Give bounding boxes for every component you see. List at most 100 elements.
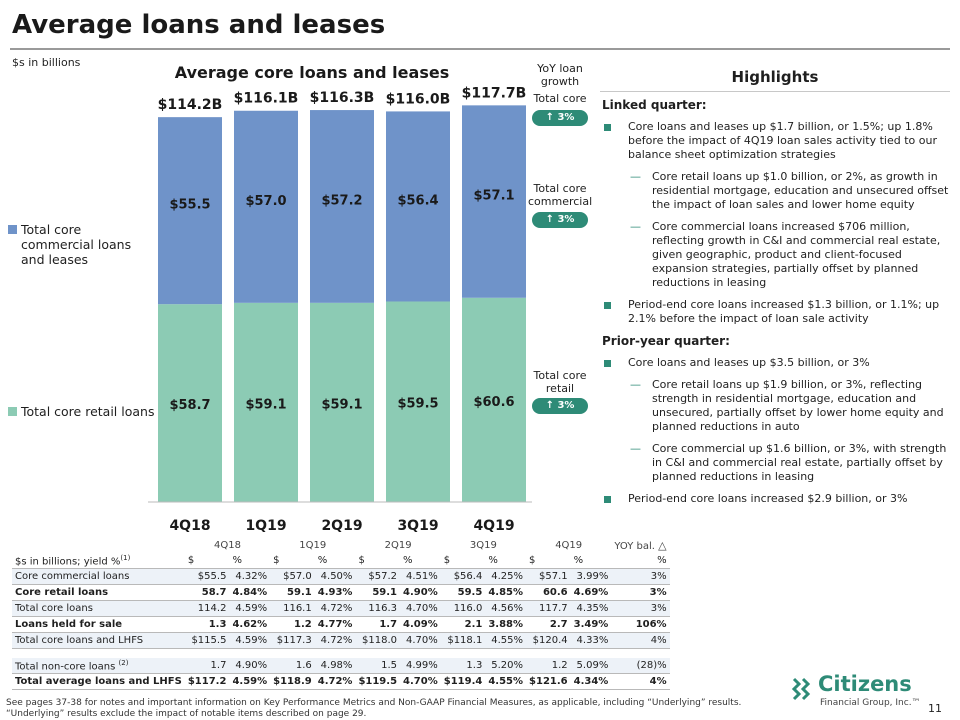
table-cell: 4.55% bbox=[485, 632, 527, 649]
highlights-divider bbox=[600, 91, 950, 92]
table-cell: 4.70% bbox=[400, 600, 441, 617]
table-quarter-header: 1Q19 bbox=[299, 540, 327, 551]
table-cell: 4.70% bbox=[400, 632, 441, 649]
bar-retail-2Q19 bbox=[310, 302, 374, 502]
table-row: Total core loans and LHFS $115.5 4.59% $117… bbox=[12, 632, 670, 649]
table-pct-subheader: % bbox=[488, 555, 498, 566]
table-row-label: Total core loans bbox=[12, 600, 185, 617]
table-body: Core commercial loans $55.5 4.32% $57.0 4.50… bbox=[12, 568, 670, 690]
table-cell: 4.62% bbox=[232, 619, 268, 630]
bar-retail-1Q19 bbox=[234, 302, 298, 502]
table-cell: 4.32% bbox=[229, 568, 271, 585]
table-cell: 4.59% bbox=[229, 632, 271, 649]
table-cell: 1.6 bbox=[270, 658, 315, 674]
table-cell: 4.59% bbox=[232, 676, 268, 687]
table-cell: 60.6 bbox=[542, 587, 568, 598]
table-cell: 4.69% bbox=[573, 587, 609, 598]
sub-bullet-item: — Core retail loans up $1.0 billion, or 2… bbox=[600, 170, 950, 212]
retail-value-label: $59.1 bbox=[245, 397, 286, 412]
table-row-label: Loans held for sale bbox=[15, 619, 123, 630]
dash-icon: — bbox=[630, 442, 641, 455]
table-yoy-cell: 106% bbox=[635, 619, 667, 630]
x-tick-label: 4Q18 bbox=[169, 518, 210, 534]
table-cell: 4.35% bbox=[570, 600, 612, 617]
table-cell: 3.49% bbox=[573, 619, 609, 630]
table-row: Total core loans 114.2 4.59% 116.1 4.72% 116.… bbox=[12, 600, 670, 617]
table-yoy-header: YOY bal. △ bbox=[614, 539, 667, 552]
retail-value-label: $59.5 bbox=[397, 397, 438, 412]
table-cell: 4.99% bbox=[400, 658, 441, 674]
table-cell: $121.6 bbox=[529, 676, 568, 687]
citizens-mark-icon bbox=[791, 677, 811, 701]
table-cell: 4.72% bbox=[314, 632, 356, 649]
yoy-retail-label: Total core retail bbox=[533, 369, 587, 395]
delta-icon: △ bbox=[658, 539, 667, 552]
bar-retail-4Q19 bbox=[462, 297, 526, 502]
table-row-label: Total average loans and LHFS bbox=[15, 676, 182, 687]
bullet-square-icon bbox=[604, 302, 611, 309]
x-tick-label: 4Q19 bbox=[473, 518, 514, 534]
table-cell: $117.3 bbox=[270, 632, 315, 649]
legend-retail: Total core retail loans bbox=[8, 404, 154, 419]
table-yoy-cell: 3% bbox=[611, 568, 670, 585]
table-quarter-header: 2Q19 bbox=[384, 540, 412, 551]
table-cell: 4.90% bbox=[229, 658, 271, 674]
table-yoy-cell: 3% bbox=[611, 600, 670, 617]
table-cell: 4.09% bbox=[403, 619, 438, 630]
total-value-label: $114.2B bbox=[158, 97, 223, 113]
table-row-label: Core retail loans bbox=[15, 587, 109, 598]
bar-commercial-2Q19 bbox=[310, 110, 374, 303]
total-value-label: $116.1B bbox=[234, 91, 299, 107]
table-unit-label: $s in billions; yield %(1) bbox=[15, 553, 131, 568]
table-cell: 4.70% bbox=[403, 676, 438, 687]
table-cell: 4.98% bbox=[314, 658, 356, 674]
table-dollar-subheader: $ bbox=[358, 555, 365, 566]
table-cell: 1.7 bbox=[379, 619, 398, 630]
table-cell: 2.7 bbox=[549, 619, 568, 630]
table-cell: 5.09% bbox=[570, 658, 612, 674]
commercial-value-label: $57.0 bbox=[245, 194, 286, 209]
bar-commercial-3Q19 bbox=[386, 111, 450, 302]
retail-value-label: $60.6 bbox=[473, 395, 514, 410]
table-cell: 59.1 bbox=[287, 587, 312, 598]
table-dollar-subheader: $ bbox=[443, 555, 451, 566]
table-cell: $57.0 bbox=[270, 568, 315, 585]
table-cell: $119.4 bbox=[443, 676, 483, 687]
x-tick-label: 3Q19 bbox=[397, 518, 438, 534]
yoy-commercial-label: Total core commercial bbox=[528, 182, 593, 208]
loans-bar-chart: Average core loans and leases $58.7 $55.5… bbox=[148, 63, 532, 534]
table-yoy-cell: 3% bbox=[649, 587, 667, 598]
yoy-total-core-label: Total core bbox=[533, 92, 587, 105]
table-pct-subheader: % bbox=[232, 555, 242, 566]
table-cell: 116.3 bbox=[355, 600, 401, 617]
table-row: Total average loans and LHFS $117.2 4.59% $… bbox=[12, 674, 670, 690]
table-cell: 4.77% bbox=[317, 619, 353, 630]
table-cell: 114.2 bbox=[184, 600, 230, 617]
yoy-retail-badge: ↑ 3% bbox=[532, 398, 588, 414]
table-unit-row: $s in billions; yield %(1) $% $% $% $% $%% bbox=[12, 553, 670, 569]
table-cell: 4.25% bbox=[485, 568, 527, 585]
table-pct-subheader: % bbox=[403, 555, 413, 566]
dash-icon: — bbox=[630, 170, 641, 183]
table-quarter-header: 4Q19 bbox=[555, 540, 583, 551]
sub-bullet-text: Core retail loans up $1.0 billion, or 2%… bbox=[652, 170, 949, 211]
highlights-panel: Highlights Linked quarter: Core loans an… bbox=[600, 64, 950, 514]
total-value-label: $116.0B bbox=[386, 91, 451, 107]
sub-bullet-text: Core retail loans up $1.9 billion, or 3%… bbox=[652, 378, 944, 433]
prior-year-heading: Prior-year quarter: bbox=[602, 334, 730, 348]
bar-commercial-1Q19 bbox=[234, 110, 298, 303]
bar-retail-3Q19 bbox=[386, 301, 450, 502]
dash-icon: — bbox=[630, 378, 641, 391]
commercial-value-label: $57.2 bbox=[321, 193, 362, 208]
logo-subtitle: Financial Group, Inc.™ bbox=[820, 698, 921, 708]
table-cell: 116.0 bbox=[440, 600, 486, 617]
commercial-value-label: $56.4 bbox=[397, 193, 438, 208]
yoy-growth-header: YoY loan growth bbox=[537, 62, 583, 88]
table-yoy-cell: (28)% bbox=[611, 658, 670, 674]
table-cell: 4.59% bbox=[229, 600, 271, 617]
logo-name: Citizens bbox=[818, 672, 912, 696]
page-title: Average loans and leases bbox=[12, 10, 386, 40]
bullet-text: Period-end core loans increased $1.3 bil… bbox=[628, 298, 940, 325]
table-cell: $115.5 bbox=[184, 632, 230, 649]
table-cell: $118.0 bbox=[355, 632, 401, 649]
